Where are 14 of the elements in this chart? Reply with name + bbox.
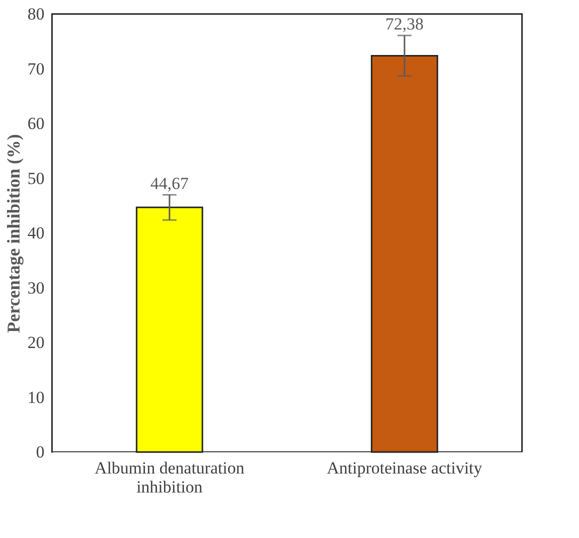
y-tick-label: 20 (28, 333, 44, 352)
y-axis-title: Percentage inhibition (%) (4, 134, 24, 333)
data-label: 72,38 (385, 14, 424, 34)
data-label: 44,67 (150, 174, 190, 193)
x-tick-label: Antiproteinase activity (326, 458, 483, 478)
y-tick-label: 0 (36, 442, 44, 462)
y-tick-label: 40 (28, 224, 44, 242)
y-tick-label: 70 (28, 59, 44, 78)
y-tick-label: 30 (28, 278, 44, 298)
x-tick-label: Albumin denaturation inhibition (94, 458, 245, 496)
y-tick-label: 10 (28, 388, 44, 407)
y-tick-label: 50 (28, 168, 44, 188)
y-tick-label: 80 (28, 4, 44, 24)
y-tick-label: 60 (28, 114, 44, 133)
